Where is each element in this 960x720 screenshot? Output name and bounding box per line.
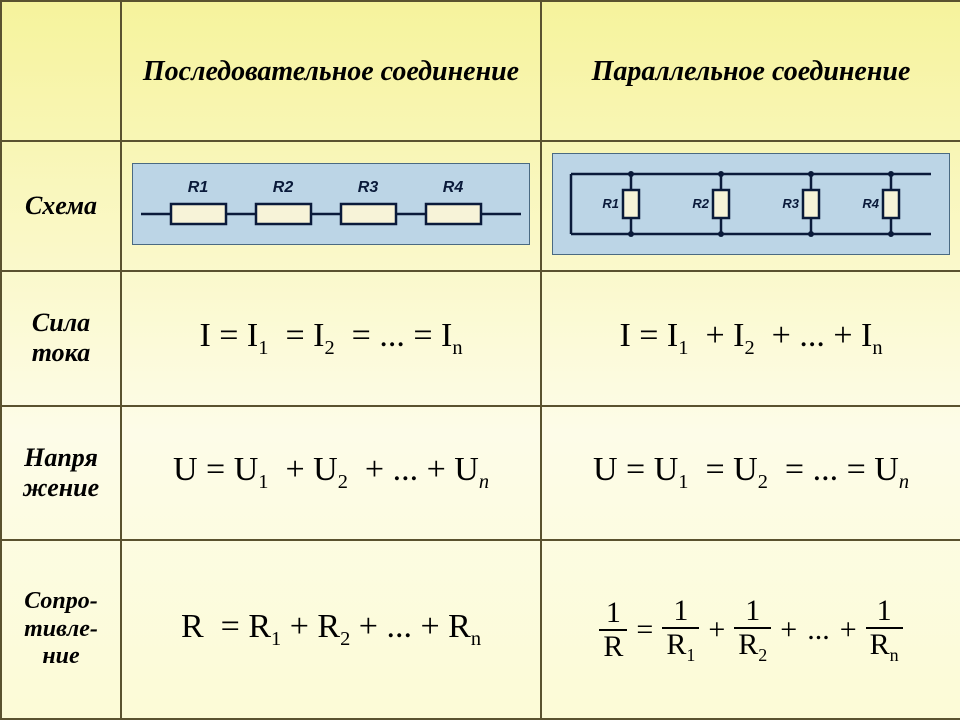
schema-series: R1 R2 R3 R4 <box>132 163 530 245</box>
header-parallel-l1: Параллельное соединение <box>592 56 911 87</box>
svg-text:R3: R3 <box>782 196 799 211</box>
label-voltage: Напряжение <box>1 406 121 541</box>
schema-parallel-cell: R1 R2 R3 R4 <box>541 141 960 271</box>
row-schema: Схема R1 <box>1 141 960 271</box>
header-row: Последовательное соединение Параллельное… <box>1 1 960 141</box>
row-voltage: Напряжение U = U1 + U2 + ... + Un U = U1… <box>1 406 960 541</box>
r3-label: R3 <box>358 179 379 196</box>
formula-U-series: U = U1 + U2 + ... + Un <box>121 406 541 541</box>
r2-label: R2 <box>273 179 294 196</box>
r4-label: R4 <box>443 179 464 196</box>
header-series: Последовательное соединение <box>121 1 541 141</box>
svg-text:R4: R4 <box>862 196 879 211</box>
connections-table: Последовательное соединение Параллельное… <box>0 0 960 720</box>
formula-R-parallel: 1R = 1R1 + 1R2 + ... + 1Rn <box>541 540 960 719</box>
series-circuit-icon: R1 R2 R3 R4 <box>141 174 521 234</box>
label-schema: Схема <box>1 141 121 271</box>
svg-text:R1: R1 <box>602 196 619 211</box>
schema-series-cell: R1 R2 R3 R4 <box>121 141 541 271</box>
header-parallel: Параллельное соединение <box>541 1 960 141</box>
label-current: Сила тока <box>1 271 121 406</box>
formula-R-series: R = R1 + R2 + ... + Rn <box>121 540 541 719</box>
parallel-circuit-icon: R1 R2 R3 R4 <box>561 164 941 244</box>
formula-I-parallel: I = I1 + I2 + ... + In <box>541 271 960 406</box>
label-resistance: Сопро-тивле-ние <box>1 540 121 719</box>
r1-label: R1 <box>188 179 209 196</box>
header-blank <box>1 1 121 141</box>
header-series-l1: Последовательное соединение <box>143 56 519 87</box>
row-resistance: Сопро-тивле-ние R = R1 + R2 + ... + Rn 1… <box>1 540 960 719</box>
formula-I-series: I = I1 = I2 = ... = In <box>121 271 541 406</box>
svg-text:R2: R2 <box>692 196 709 211</box>
schema-parallel: R1 R2 R3 R4 <box>552 153 950 255</box>
formula-U-parallel: U = U1 = U2 = ... = Un <box>541 406 960 541</box>
row-current: Сила тока I = I1 = I2 = ... = In I = I1 … <box>1 271 960 406</box>
